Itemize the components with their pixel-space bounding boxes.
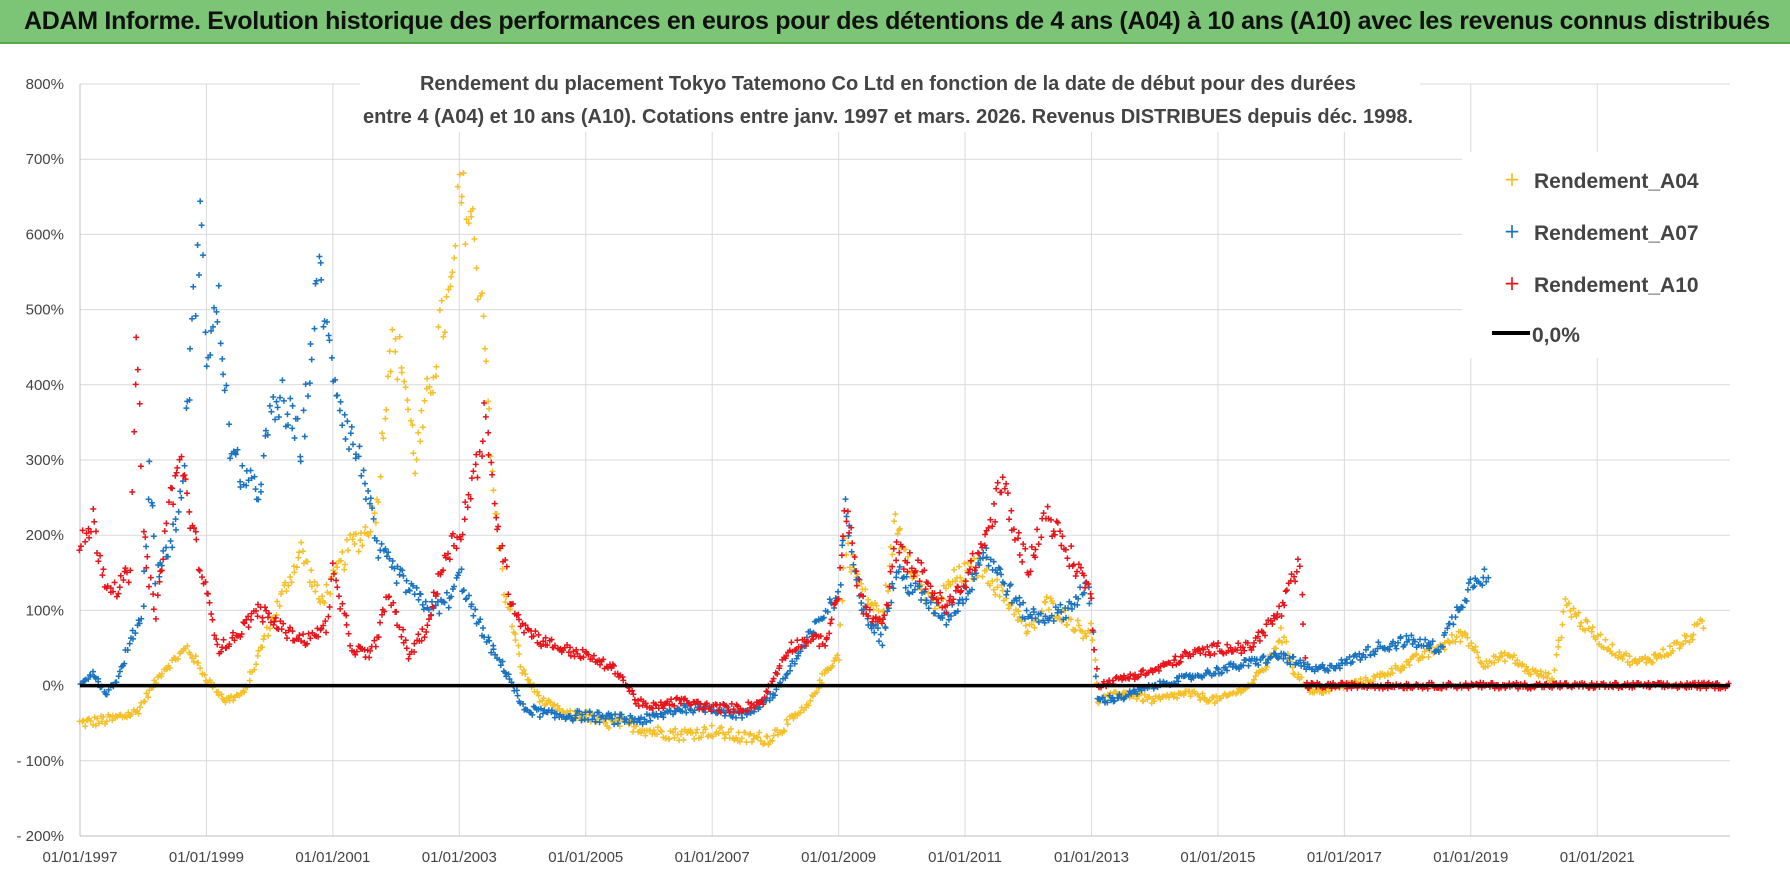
y-tick-label: 600% bbox=[26, 226, 64, 243]
y-axis-ticks: - 200% - 100% 0% 100% 200% 300% 400% 500% 600% 70… bbox=[16, 76, 64, 845]
legend-marker-a04: + bbox=[1504, 167, 1521, 191]
series-rendement-a04 bbox=[76, 170, 1707, 748]
x-tick-label: 01/01/2009 bbox=[801, 849, 876, 866]
legend-marker-a10: + bbox=[1504, 271, 1521, 295]
performance-chart: - 200% - 100% 0% 100% 200% 300% 400% 500% 600% 70… bbox=[0, 44, 1790, 886]
x-tick-label: 01/01/2017 bbox=[1307, 849, 1382, 866]
chart-title-line1: Rendement du placement Tokyo Tatemono Co… bbox=[420, 73, 1356, 95]
y-tick-label: 700% bbox=[26, 151, 64, 168]
legend-label-a10: Rendement_A10 bbox=[1534, 274, 1699, 297]
header-banner: ADAM Informe. Evolution historique des p… bbox=[0, 0, 1790, 44]
x-tick-label: 01/01/1999 bbox=[169, 849, 244, 866]
y-tick-label: 200% bbox=[26, 527, 64, 544]
x-tick-label: 01/01/2007 bbox=[675, 849, 750, 866]
legend-background bbox=[1462, 152, 1730, 358]
y-tick-label: 0% bbox=[42, 678, 64, 695]
chart-title-background bbox=[360, 62, 1420, 132]
x-tick-label: 01/01/2005 bbox=[548, 849, 623, 866]
x-tick-label: 01/01/2003 bbox=[422, 849, 497, 866]
legend-label-a04: Rendement_A04 bbox=[1534, 170, 1699, 193]
series-points bbox=[76, 170, 1707, 748]
legend-label-a07: Rendement_A07 bbox=[1534, 222, 1699, 245]
y-tick-label: - 100% bbox=[16, 753, 64, 770]
x-tick-label: 01/01/2019 bbox=[1433, 849, 1508, 866]
x-tick-label: 01/01/2015 bbox=[1180, 849, 1255, 866]
y-tick-label: 400% bbox=[26, 377, 64, 394]
legend-marker-a07: + bbox=[1504, 219, 1521, 243]
y-tick-label: 500% bbox=[26, 302, 64, 319]
x-tick-label: 01/01/2011 bbox=[928, 849, 1002, 866]
x-tick-label: 01/01/2001 bbox=[295, 849, 370, 866]
page-title: ADAM Informe. Evolution historique des p… bbox=[24, 7, 1770, 35]
y-tick-label: 100% bbox=[26, 602, 64, 619]
chart-legend: + Rendement_A04 + Rendement_A07 + Rendem… bbox=[1462, 152, 1730, 358]
x-tick-label: 01/01/2013 bbox=[1054, 849, 1129, 866]
y-tick-label: - 200% bbox=[16, 828, 64, 845]
chart-title-line2: entre 4 (A04) et 10 ans (A10). Cotations… bbox=[363, 106, 1413, 128]
y-tick-label: 800% bbox=[26, 76, 64, 93]
x-tick-label: 01/01/2021 bbox=[1560, 849, 1635, 866]
legend-label-zero: 0,0% bbox=[1532, 324, 1580, 347]
x-axis-ticks: 01/01/1997 01/01/1999 01/01/2001 01/01/2003… bbox=[42, 849, 1634, 866]
y-tick-label: 300% bbox=[26, 452, 64, 469]
x-tick-label: 01/01/1997 bbox=[42, 849, 117, 866]
